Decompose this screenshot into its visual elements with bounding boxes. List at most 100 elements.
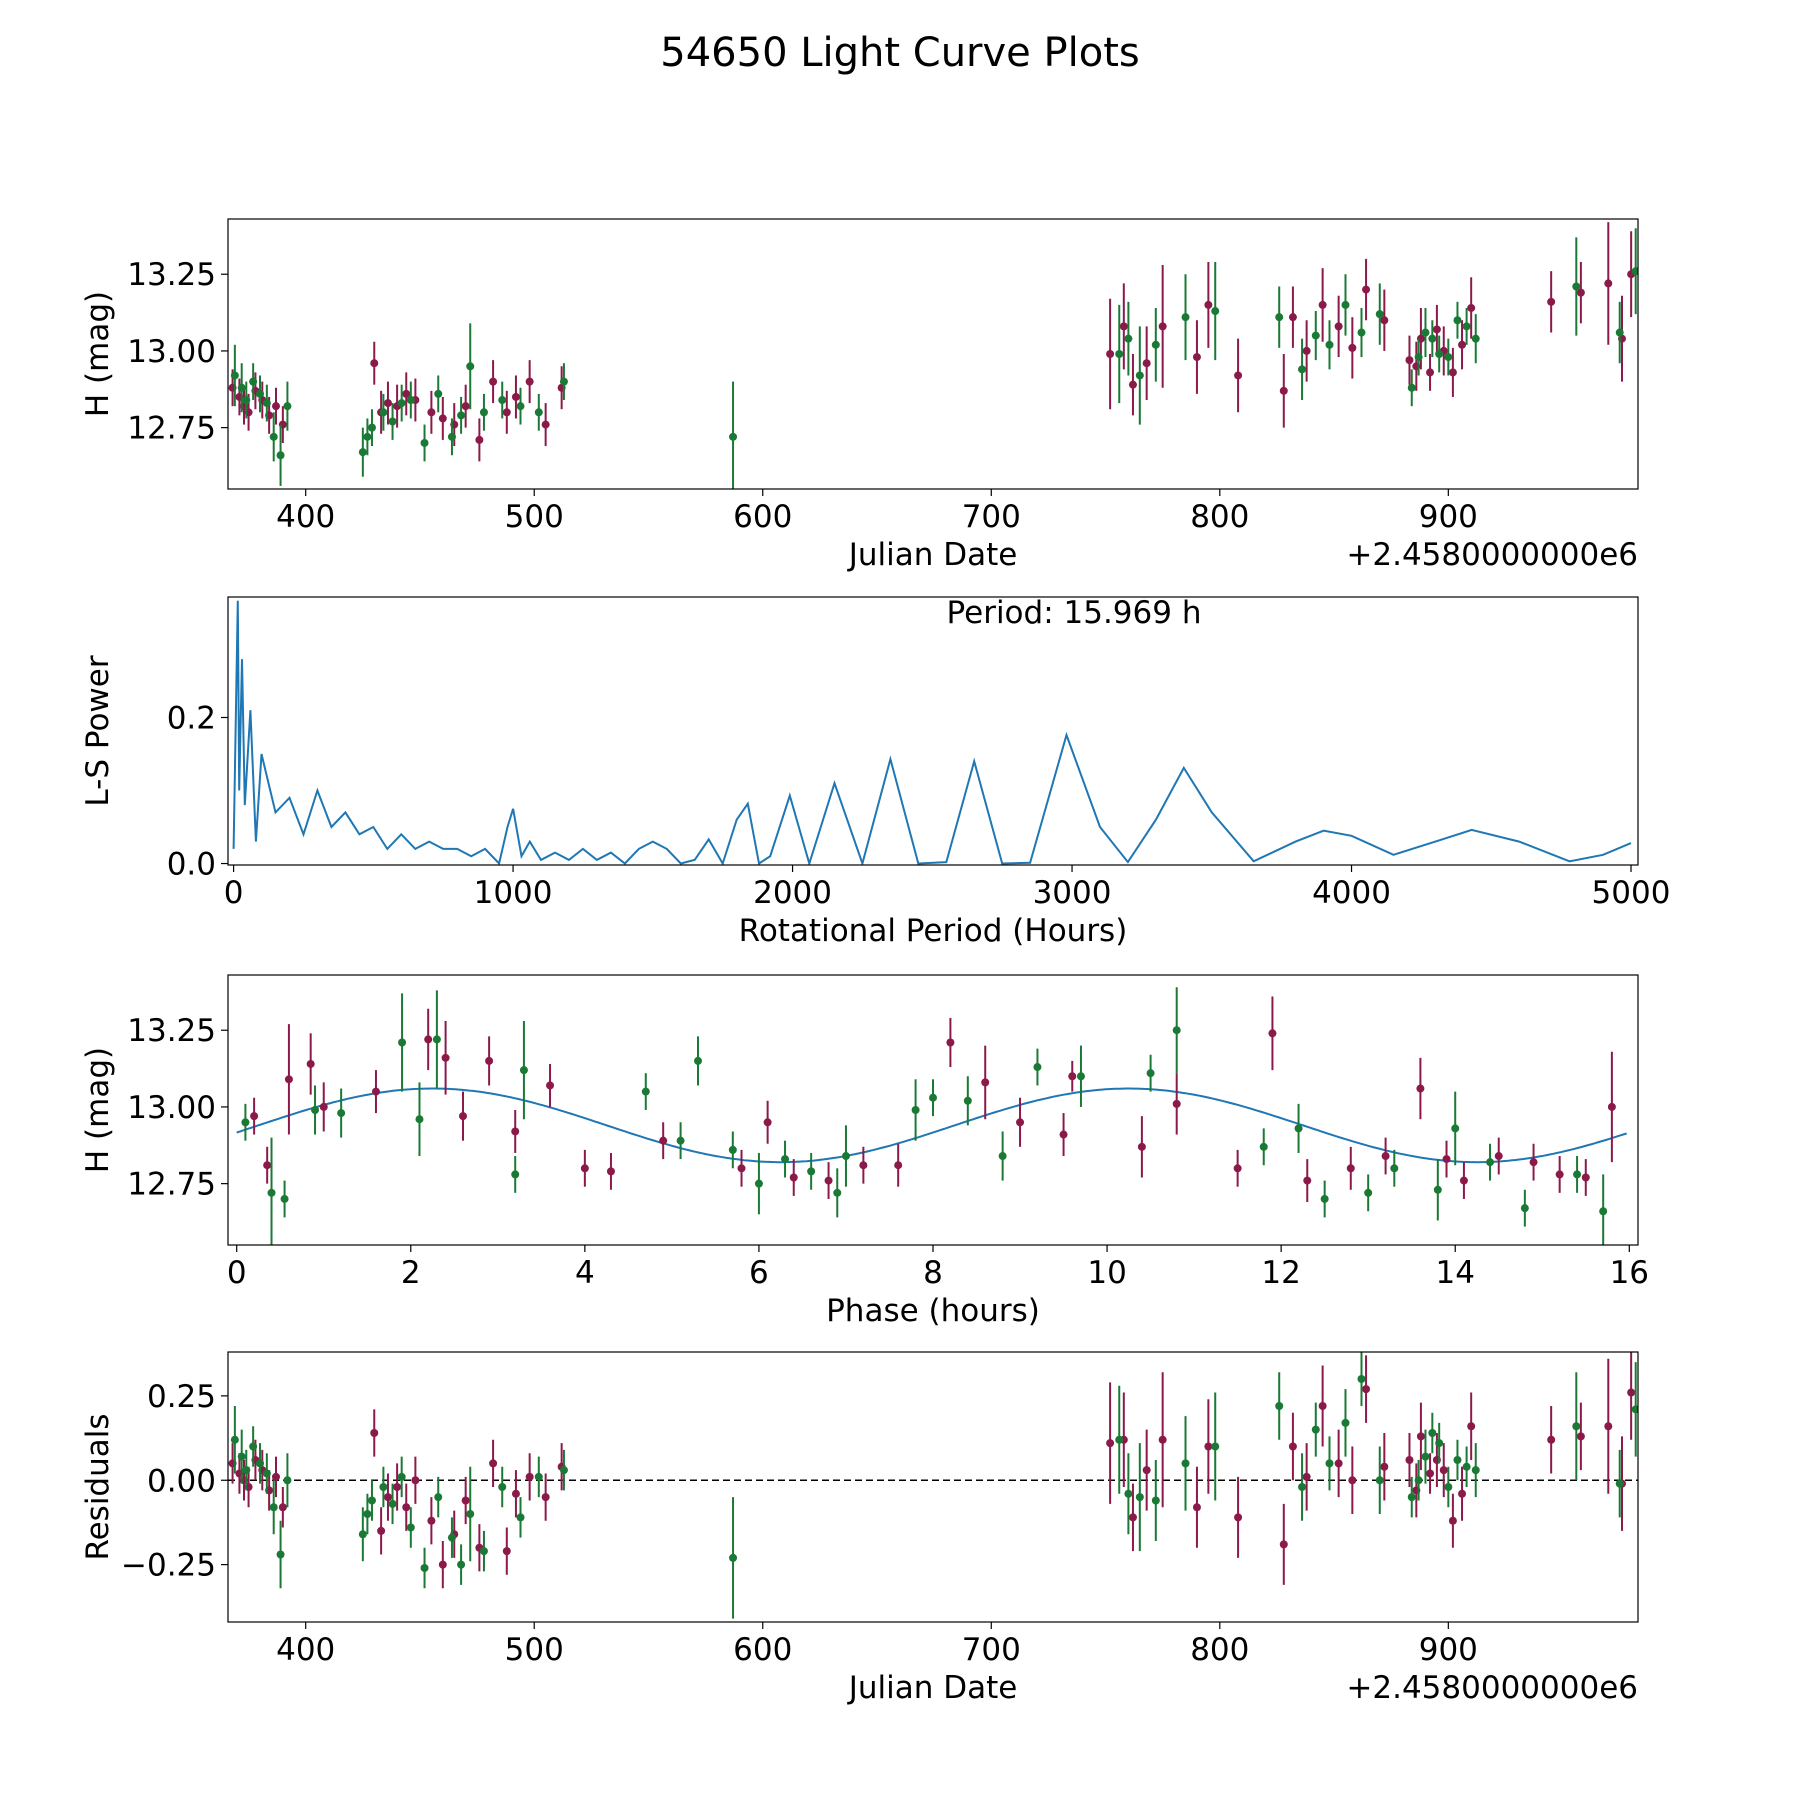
data-point: [1364, 1188, 1373, 1197]
data-point: [1380, 316, 1389, 325]
data-point: [1576, 1432, 1585, 1441]
data-point: [269, 1503, 278, 1512]
data-point: [283, 1476, 292, 1485]
data-point: [1334, 1459, 1343, 1468]
data-point: [393, 1483, 402, 1491]
data-point: [1151, 1496, 1160, 1505]
data-point: [1204, 300, 1213, 309]
series-red: [250, 996, 1616, 1203]
data-point: [1615, 328, 1624, 337]
data-point: [1124, 1489, 1133, 1498]
data-point: [255, 389, 264, 398]
y-tick-label: 13.25: [127, 257, 216, 293]
figure-title: 54650 Light Curve Plots: [660, 30, 1139, 76]
data-point: [1115, 1435, 1124, 1444]
data-point: [363, 432, 372, 441]
data-point: [1414, 353, 1423, 362]
data-point: [1444, 1483, 1453, 1491]
data-point: [1607, 1102, 1616, 1111]
data-point: [1341, 300, 1350, 309]
data-point: [447, 432, 456, 441]
x-tick-label: 700: [962, 499, 1021, 535]
data-point: [525, 1472, 534, 1481]
data-point: [1311, 331, 1320, 340]
x-tick-label: 500: [505, 1632, 564, 1668]
data-point: [398, 1038, 407, 1047]
data-point: [230, 1435, 239, 1444]
data-point: [737, 1164, 746, 1173]
data-point: [427, 408, 436, 417]
data-point: [1325, 1459, 1334, 1468]
x-tick-label: 6: [749, 1255, 769, 1291]
data-point: [1033, 1063, 1042, 1072]
data-point: [911, 1106, 920, 1114]
data-point: [457, 1560, 466, 1569]
data-point: [358, 1530, 367, 1539]
data-point: [498, 396, 507, 405]
data-point: [1268, 1029, 1277, 1038]
data-point: [397, 1472, 406, 1481]
data-point: [1453, 316, 1462, 325]
data-point: [1627, 1388, 1636, 1397]
data-point: [1172, 1099, 1181, 1108]
data-point: [284, 1075, 293, 1084]
data-point: [1357, 1375, 1366, 1383]
data-point: [459, 1112, 467, 1121]
data-point: [641, 1087, 650, 1096]
data-point: [1448, 368, 1457, 377]
data-point: [262, 1469, 271, 1478]
data-point: [466, 1510, 475, 1518]
data-point: [1320, 1194, 1329, 1203]
chart-periodogram: 0 1000 2000 3000 4000 5000 0.0 0.2 Rotational Pe…: [80, 595, 1670, 949]
plot-area: [232, 600, 1632, 865]
data-point: [1275, 1402, 1284, 1410]
data-point: [489, 1459, 498, 1468]
series-green: [230, 228, 1638, 489]
data-point: [1604, 1422, 1613, 1431]
data-point: [237, 1452, 246, 1461]
y-tick-label: 13.00: [127, 334, 216, 370]
data-point: [276, 451, 285, 460]
axes-frame: [227, 218, 1639, 490]
data-point: [841, 1152, 850, 1161]
data-point: [1211, 1442, 1220, 1451]
data-point: [276, 1550, 285, 1559]
data-point: [1486, 1158, 1495, 1167]
data-point: [1426, 368, 1435, 377]
data-point: [367, 1496, 376, 1505]
data-point: [1426, 1469, 1435, 1478]
x-offset-label: +2.4580000000e6: [1346, 1670, 1638, 1706]
data-point: [406, 396, 415, 405]
data-point: [1414, 1476, 1423, 1485]
data-point: [1181, 1459, 1190, 1468]
y-axis-label: Residuals: [80, 1413, 116, 1560]
data-point: [659, 1136, 668, 1145]
data-point: [415, 1115, 424, 1124]
data-point: [1275, 313, 1284, 322]
data-point: [1407, 383, 1416, 392]
data-point: [337, 1109, 346, 1118]
data-point: [1146, 1069, 1155, 1078]
data-point: [1572, 282, 1581, 291]
data-point: [1362, 285, 1371, 294]
data-point: [1381, 1152, 1390, 1161]
data-point: [388, 417, 397, 426]
data-point: [358, 448, 367, 457]
data-point: [824, 1176, 833, 1185]
data-point: [1158, 322, 1167, 331]
y-tick-label: 0.2: [167, 700, 216, 736]
chart-residuals: 400 500 600 700 800 900 0.25 0.00 −0.25 Julian Da…: [80, 1351, 1639, 1706]
data-point: [1204, 1442, 1213, 1451]
data-point: [1380, 1462, 1389, 1471]
data-point: [383, 1493, 392, 1502]
data-point: [1467, 1422, 1476, 1431]
x-tick-label: 900: [1419, 1632, 1478, 1668]
data-point: [1325, 340, 1334, 349]
data-point: [1303, 1176, 1312, 1185]
data-point: [388, 1499, 397, 1508]
data-point: [1451, 1124, 1460, 1133]
data-point: [466, 362, 475, 371]
y-axis-label: L-S Power: [80, 655, 116, 806]
x-tick-label: 12: [1261, 1255, 1300, 1291]
